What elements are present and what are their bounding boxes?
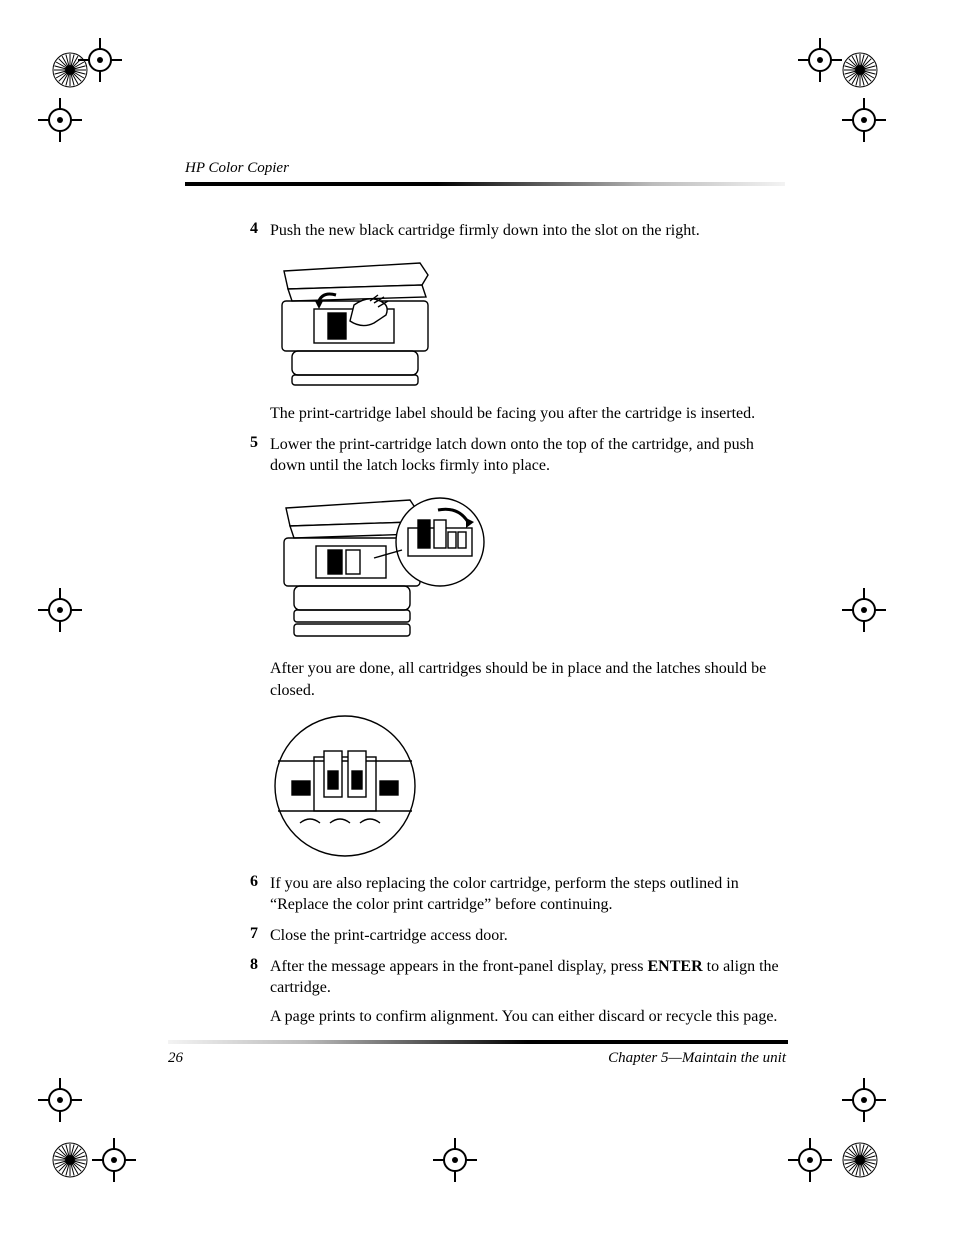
step-7: 7 Close the print-cartridge access door. — [240, 925, 785, 946]
registration-star-icon — [52, 52, 88, 88]
step-body: After the message appears in the front-p… — [270, 956, 785, 1027]
figure-printer-latch — [270, 486, 785, 646]
step-text: If you are also replacing the color cart… — [270, 873, 785, 915]
step-text-rich: After the message appears in the front-p… — [270, 956, 785, 998]
step-number: 4 — [238, 220, 258, 238]
step-text: After you are done, all cartridges shoul… — [270, 658, 785, 700]
step-body: Close the print-cartridge access door. — [270, 925, 785, 946]
crop-mark-icon — [842, 1078, 886, 1122]
step-6: 6 If you are also replacing the color ca… — [240, 873, 785, 915]
step-text: The print-cartridge label should be faci… — [270, 403, 785, 424]
step-number: 8 — [238, 956, 258, 974]
step-body: Lower the print-cartridge latch down ont… — [270, 434, 785, 476]
step-body: Push the new black cartridge firmly down… — [270, 220, 785, 241]
footer-rule — [168, 1040, 788, 1044]
step-8: 8 After the message appears in the front… — [240, 956, 785, 1027]
crop-mark-icon — [92, 1138, 136, 1182]
step-4-after: The print-cartridge label should be faci… — [240, 403, 785, 424]
step-number: 7 — [238, 925, 258, 943]
step-text: Close the print-cartridge access door. — [270, 925, 785, 946]
crop-mark-icon — [788, 1138, 832, 1182]
crop-mark-icon — [798, 38, 842, 82]
step-aftertext: The print-cartridge label should be faci… — [270, 403, 785, 424]
crop-mark-icon — [38, 98, 82, 142]
running-header: HP Color Copier — [185, 160, 289, 177]
step-text: Lower the print-cartridge latch down ont… — [270, 434, 785, 476]
step-body: If you are also replacing the color cart… — [270, 873, 785, 915]
registration-star-icon — [842, 52, 878, 88]
figure-cartridges-closeup — [270, 711, 785, 861]
registration-star-icon — [52, 1142, 88, 1178]
step-aftertext: After you are done, all cartridges shoul… — [270, 658, 785, 700]
crop-mark-icon — [433, 1138, 477, 1182]
document-page: HP Color Copier 4 Push the new black car… — [0, 0, 954, 1235]
step-number: 6 — [238, 873, 258, 891]
figure-printer-insert — [270, 251, 785, 391]
registration-star-icon — [842, 1142, 878, 1178]
crop-mark-icon — [38, 1078, 82, 1122]
step-text: A page prints to confirm alignment. You … — [270, 1006, 785, 1027]
step-text: Push the new black cartridge firmly down… — [270, 220, 785, 241]
page-number: 26 — [168, 1050, 183, 1067]
header-rule — [185, 182, 785, 186]
content-column: 4 Push the new black cartridge firmly do… — [240, 220, 785, 1037]
step-5: 5 Lower the print-cartridge latch down o… — [240, 434, 785, 476]
step-4: 4 Push the new black cartridge firmly do… — [240, 220, 785, 241]
crop-mark-icon — [842, 98, 886, 142]
step-5-after: After you are done, all cartridges shoul… — [240, 658, 785, 700]
crop-mark-icon — [842, 588, 886, 632]
chapter-label: Chapter 5—Maintain the unit — [608, 1050, 786, 1067]
crop-mark-icon — [38, 588, 82, 632]
step-number: 5 — [238, 434, 258, 452]
